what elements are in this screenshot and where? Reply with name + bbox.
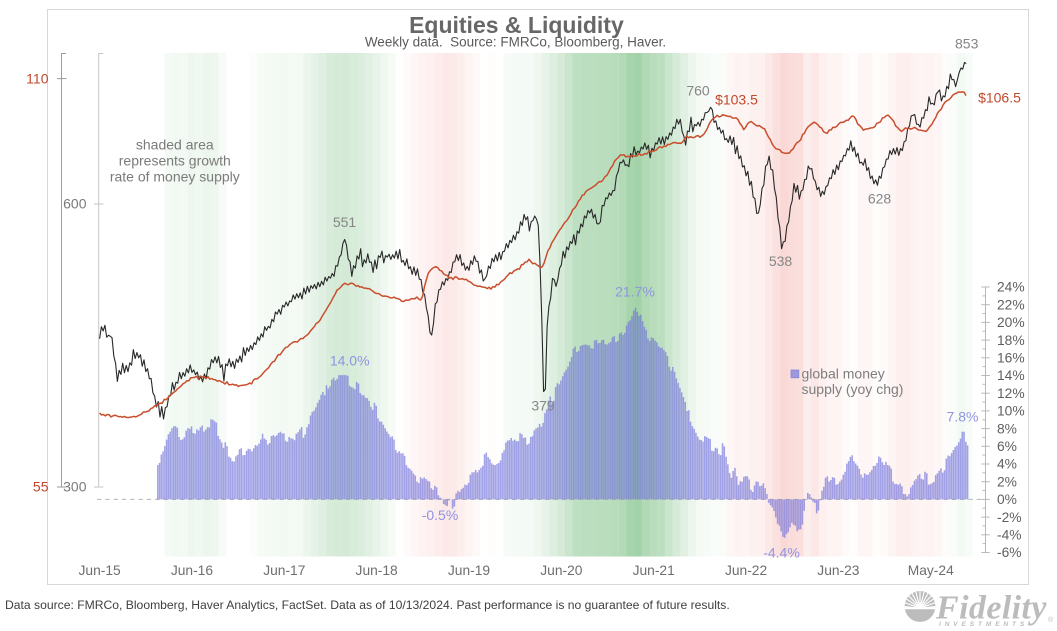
svg-text:110: 110 (26, 70, 49, 86)
svg-text:2%: 2% (997, 474, 1017, 489)
svg-text:14%: 14% (997, 368, 1025, 383)
svg-text:24%: 24% (997, 280, 1025, 295)
svg-text:Jun-17: Jun-17 (263, 563, 305, 578)
svg-text:55: 55 (33, 479, 49, 495)
svg-text:18%: 18% (997, 333, 1025, 348)
svg-text:600: 600 (63, 196, 87, 212)
svg-text:$103.5: $103.5 (715, 92, 758, 108)
svg-text:10%: 10% (997, 404, 1025, 419)
svg-text:-6%: -6% (997, 545, 1022, 560)
svg-text:Jun-22: Jun-22 (725, 563, 767, 578)
svg-text:May-24: May-24 (908, 563, 954, 578)
svg-text:7.8%: 7.8% (947, 409, 979, 425)
svg-text:supply (yoy chg): supply (yoy chg) (802, 381, 904, 397)
svg-text:4%: 4% (997, 457, 1017, 472)
svg-text:551: 551 (333, 214, 357, 230)
svg-text:21.7%: 21.7% (615, 284, 655, 300)
svg-text:Jun-19: Jun-19 (448, 563, 491, 578)
svg-text:Jun-23: Jun-23 (817, 563, 860, 578)
svg-text:global money: global money (802, 366, 885, 382)
svg-text:Jun-18: Jun-18 (356, 563, 399, 578)
svg-text:rate of money supply: rate of money supply (110, 168, 240, 184)
svg-text:®: ® (1048, 616, 1054, 624)
svg-text:INVESTMENTS: INVESTMENTS (939, 621, 1028, 628)
svg-text:16%: 16% (997, 351, 1025, 366)
svg-text:Jun-21: Jun-21 (633, 563, 675, 578)
svg-text:14.0%: 14.0% (330, 353, 370, 369)
svg-text:shaded area: shaded area (136, 136, 214, 152)
svg-text:-2%: -2% (997, 510, 1022, 525)
svg-text:8%: 8% (997, 421, 1017, 436)
svg-text:Jun-20: Jun-20 (540, 563, 583, 578)
svg-text:853: 853 (955, 36, 979, 52)
svg-text:Weekly data. Source: FMRCo, B: Weekly data. Source: FMRCo, Bloomberg, H… (365, 34, 666, 49)
svg-text:Jun-16: Jun-16 (171, 563, 214, 578)
svg-text:Jun-15: Jun-15 (79, 563, 122, 578)
svg-text:628: 628 (868, 191, 892, 207)
svg-text:-4%: -4% (997, 528, 1022, 543)
svg-text:Data source: FMRCo, Bloomberg,: Data source: FMRCo, Bloomberg, Haver Ana… (5, 598, 730, 612)
svg-text:20%: 20% (997, 315, 1025, 330)
svg-text:22%: 22% (997, 297, 1025, 312)
svg-text:760: 760 (686, 83, 710, 99)
svg-text:-0.5%: -0.5% (422, 507, 459, 523)
svg-text:$106.5: $106.5 (978, 89, 1021, 105)
svg-text:379: 379 (531, 398, 555, 414)
svg-text:0%: 0% (997, 492, 1017, 507)
svg-text:6%: 6% (997, 439, 1017, 454)
svg-text:Fidelity: Fidelity (935, 590, 1047, 627)
svg-text:12%: 12% (997, 386, 1025, 401)
svg-text:538: 538 (769, 253, 793, 269)
svg-text:300: 300 (63, 479, 87, 495)
svg-text:-4.4%: -4.4% (763, 545, 800, 561)
svg-text:Equities & Liquidity: Equities & Liquidity (409, 12, 624, 38)
svg-text:represents growth: represents growth (119, 152, 231, 168)
